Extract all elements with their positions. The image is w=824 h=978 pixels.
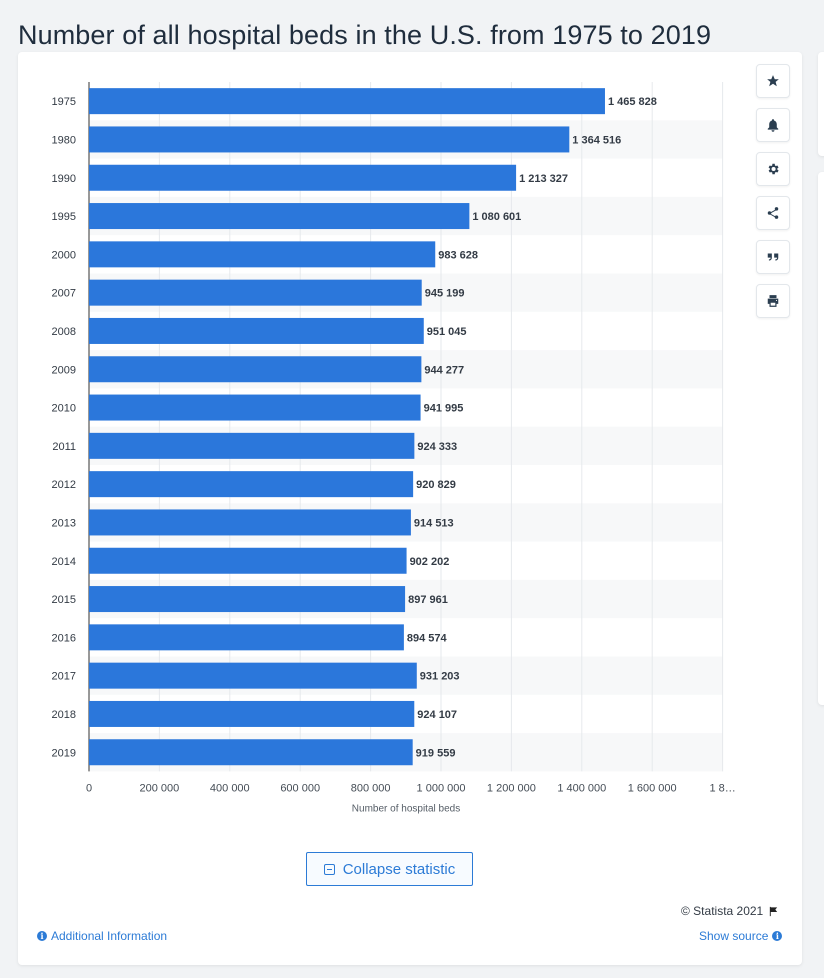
- bar[interactable]: [89, 662, 417, 689]
- share-button[interactable]: [756, 196, 790, 230]
- print-icon: [767, 295, 779, 307]
- y-category-label: 1975: [52, 96, 76, 108]
- bar-value-label: 914 513: [414, 517, 454, 529]
- bar[interactable]: [89, 203, 470, 230]
- x-tick-label: 1 200 000: [487, 782, 536, 794]
- bar[interactable]: [89, 509, 411, 536]
- bar[interactable]: [89, 624, 404, 651]
- y-category-label: 1995: [52, 211, 76, 223]
- show-source-label: Show source: [699, 929, 769, 943]
- additional-information-label: Additional Information: [51, 929, 168, 943]
- bar[interactable]: [89, 241, 436, 268]
- bell-icon: [767, 119, 779, 132]
- bar-value-label: 1 213 327: [519, 173, 568, 185]
- y-category-label: 2008: [52, 326, 76, 338]
- collapse-statistic-button[interactable]: Collapse statistic: [306, 852, 473, 886]
- y-category-label: 2014: [52, 556, 76, 568]
- info-icon: i: [37, 931, 47, 941]
- x-tick-label: 200 000: [140, 782, 180, 794]
- cite-button[interactable]: [756, 240, 790, 274]
- bar[interactable]: [89, 126, 570, 153]
- flag-icon: [770, 906, 778, 916]
- additional-information-link[interactable]: i Additional Information: [37, 929, 167, 943]
- side-panel-bottom: [818, 172, 824, 705]
- print-button[interactable]: [756, 284, 790, 318]
- bar[interactable]: [89, 394, 421, 421]
- y-category-label: 2017: [52, 671, 76, 683]
- page-title: Number of all hospital beds in the U.S. …: [18, 20, 712, 51]
- gear-icon: [768, 163, 779, 175]
- y-category-label: 2009: [52, 364, 76, 376]
- y-category-label: 2016: [52, 632, 76, 644]
- collapse-icon: [323, 863, 335, 875]
- x-tick-label: 800 000: [351, 782, 391, 794]
- bar-value-label: 1 364 516: [572, 134, 621, 146]
- x-tick-label: 1 8…: [709, 782, 735, 794]
- bar-value-label: 924 333: [417, 441, 457, 453]
- y-category-label: 2000: [52, 249, 76, 261]
- bar[interactable]: [89, 700, 415, 727]
- bar-value-label: 1 080 601: [472, 211, 521, 223]
- x-tick-label: 1 000 000: [417, 782, 466, 794]
- y-category-label: 2007: [52, 288, 76, 300]
- share-icon: [767, 207, 779, 219]
- x-axis-title: Number of hospital beds: [352, 803, 460, 814]
- bar[interactable]: [89, 356, 422, 383]
- info-icon: i: [772, 931, 783, 941]
- quote-icon: [767, 253, 779, 261]
- bar-value-label: 983 628: [438, 249, 478, 261]
- favorite-button[interactable]: [756, 64, 790, 98]
- bar-value-label: 919 559: [416, 747, 456, 759]
- notification-button[interactable]: [756, 108, 790, 142]
- y-category-label: 2011: [52, 441, 76, 453]
- bar-value-label: 945 199: [425, 288, 465, 300]
- bar-value-label: 924 107: [417, 709, 457, 721]
- x-tick-label: 600 000: [280, 782, 320, 794]
- copyright: © Statista 2021: [681, 904, 779, 918]
- bar-value-label: 1 465 828: [608, 96, 657, 108]
- bar[interactable]: [89, 547, 407, 574]
- y-category-label: 2012: [52, 479, 76, 491]
- bar-value-label: 944 277: [424, 364, 464, 376]
- y-category-label: 2018: [52, 709, 76, 721]
- chart-toolbar: [756, 64, 790, 328]
- settings-button[interactable]: [756, 152, 790, 186]
- bar-value-label: 894 574: [407, 632, 448, 644]
- x-tick-label: 400 000: [210, 782, 250, 794]
- bar-value-label: 920 829: [416, 479, 456, 491]
- bar-value-label: 941 995: [424, 403, 464, 415]
- star-icon: [767, 75, 779, 87]
- x-tick-label: 1 600 000: [628, 782, 677, 794]
- bar[interactable]: [89, 164, 517, 191]
- bar-value-label: 931 203: [420, 671, 460, 683]
- bar-value-label: 897 961: [408, 594, 448, 606]
- show-source-link[interactable]: Show source i: [699, 929, 783, 943]
- side-panel-top: [818, 52, 824, 156]
- collapse-label: Collapse statistic: [342, 860, 456, 878]
- y-category-label: 2015: [52, 594, 76, 606]
- bar[interactable]: [89, 471, 414, 498]
- bar[interactable]: [89, 88, 605, 115]
- y-category-label: 1980: [52, 134, 76, 146]
- copyright-text: © Statista 2021: [681, 904, 764, 918]
- bar[interactable]: [89, 432, 415, 459]
- y-category-label: 2010: [52, 403, 76, 415]
- x-tick-label: 0: [86, 782, 92, 794]
- bar-value-label: 902 202: [410, 556, 450, 568]
- y-category-label: 1990: [52, 173, 76, 185]
- bar[interactable]: [89, 279, 422, 306]
- bar[interactable]: [89, 586, 406, 613]
- bar[interactable]: [89, 317, 424, 344]
- y-category-label: 2019: [52, 747, 76, 759]
- bar[interactable]: [89, 739, 413, 766]
- bar-value-label: 951 045: [427, 326, 467, 338]
- y-category-label: 2013: [52, 517, 76, 529]
- x-tick-label: 1 400 000: [557, 782, 606, 794]
